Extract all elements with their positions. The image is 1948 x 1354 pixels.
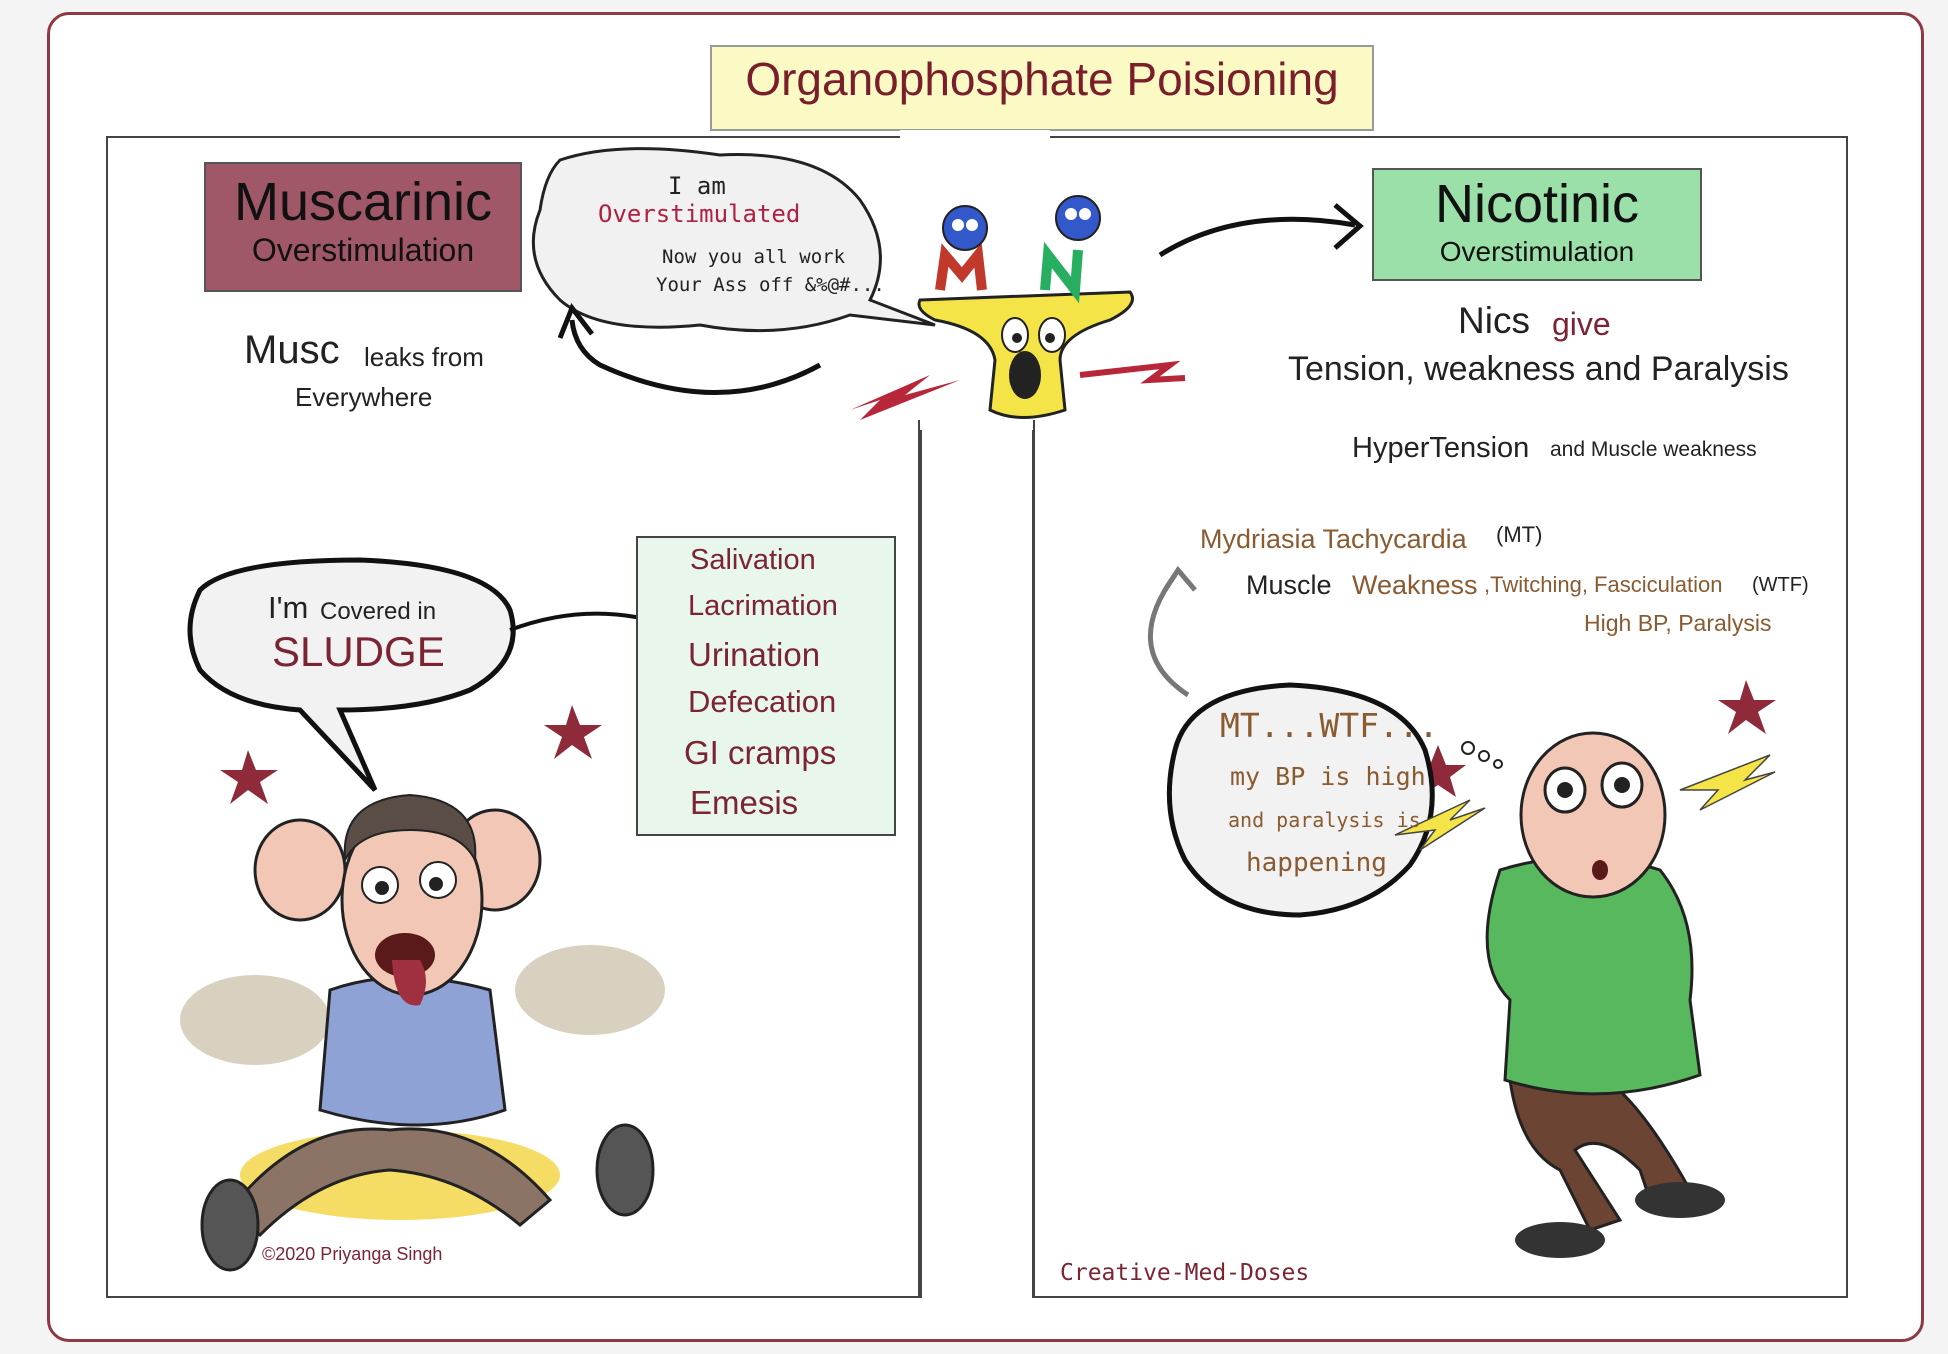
star-icon xyxy=(1718,680,1776,734)
person-tongue xyxy=(392,960,426,1006)
nicotinic-subheading: Overstimulation xyxy=(1439,236,1635,267)
vomit-cloud-right xyxy=(515,945,665,1035)
thought-line2: my BP is high xyxy=(1230,762,1426,791)
person-pupil xyxy=(375,881,389,895)
bubble-line2: Overstimulated xyxy=(598,200,801,228)
weakness-word: Weakness xyxy=(1352,570,1478,600)
sludge-item: GI cramps xyxy=(684,734,837,771)
muscarinic-subheading: Overstimulation xyxy=(251,232,475,268)
curved-arrow-left xyxy=(569,319,822,395)
thought-dot xyxy=(1461,741,1475,755)
arrow-head-left xyxy=(557,302,594,339)
sludge-list-box xyxy=(636,536,896,836)
give-text: give xyxy=(1552,306,1611,342)
sludge-item: Salivation xyxy=(690,544,816,576)
twitching-text: ,Twitching, Fasciculation xyxy=(1484,572,1723,597)
sludge-prefix-big: I'm xyxy=(268,590,309,625)
wtf-abbrev: (WTF) xyxy=(1752,574,1809,596)
tension-text: Tension, weakness and Paralysis xyxy=(1288,350,1789,388)
sludge-item: Lacrimation xyxy=(688,590,838,622)
bubble-line3: Now you all work xyxy=(662,246,846,268)
sludge-person-legs xyxy=(227,1127,553,1238)
gray-arrow xyxy=(1147,573,1190,698)
high-bp-text: High BP, Paralysis xyxy=(1584,610,1772,636)
nicotinic-box: Nicotinic Overstimulation xyxy=(1372,168,1702,281)
head-eye xyxy=(1065,208,1077,220)
letter-m-shape xyxy=(935,242,987,291)
thought-dot xyxy=(1478,750,1490,762)
mt-abbrev: (MT) xyxy=(1496,522,1543,547)
thought-dot xyxy=(1493,759,1503,769)
mascot-pupil xyxy=(1045,333,1055,343)
hypertension-text: HyperTension xyxy=(1352,432,1530,464)
gray-arrow-head xyxy=(1162,565,1197,592)
arrow-head-right xyxy=(1333,203,1364,250)
left-shoe xyxy=(200,1178,260,1272)
page-title: Organophosphate Poisioning xyxy=(745,53,1339,105)
mascot-pupil xyxy=(1012,333,1022,343)
sludge-prefix-rest: Covered in xyxy=(320,598,437,625)
sludge-item: Urination xyxy=(688,636,821,673)
musc-note-big: Musc xyxy=(244,328,340,372)
muscarinic-heading: Muscarinic xyxy=(233,172,493,232)
nic-person-legs xyxy=(1508,1073,1693,1232)
copyright-text: ©2020 Priyanga Singh xyxy=(262,1244,443,1264)
curved-arrow-right xyxy=(1158,216,1356,258)
muscarinic-box: Muscarinic Overstimulation xyxy=(204,162,522,292)
nic-shoe xyxy=(1635,1182,1725,1218)
sludge-person-hair xyxy=(343,793,477,864)
nic-pupil xyxy=(1557,782,1573,798)
head-eye xyxy=(952,219,964,231)
sludge-item: Emesis xyxy=(690,784,799,821)
thought-line3: and paralysis is xyxy=(1228,808,1421,832)
letter-n-shape xyxy=(1040,241,1083,304)
lightning-bolt xyxy=(850,375,960,420)
sludge-speech-bubble xyxy=(187,557,516,792)
lightning-bolt xyxy=(1679,754,1776,811)
mt-line: Mydriasia Tachycardia xyxy=(1200,524,1467,554)
muscle-weakness-text: and Muscle weakness xyxy=(1550,438,1757,461)
muscle-word: Muscle xyxy=(1246,570,1332,600)
sludge-word: SLUDGE xyxy=(272,628,445,675)
vomit-cloud-left xyxy=(180,975,330,1065)
nics-text: Nics xyxy=(1458,300,1530,341)
lightning-bolt xyxy=(1394,799,1486,851)
bubble-line4: Your Ass off &%@#... xyxy=(656,274,885,296)
star-icon xyxy=(220,750,278,804)
lightning-bolt xyxy=(1079,360,1186,384)
head-eye xyxy=(966,219,978,231)
muscarinic-panel xyxy=(106,136,922,1298)
sludge-item: Defecation xyxy=(688,684,837,719)
head-eye xyxy=(1079,208,1091,220)
thought-line4: happening xyxy=(1246,848,1387,878)
bubble-line1: I am xyxy=(668,172,726,200)
side-head-left xyxy=(253,818,347,922)
thought-line1: MT...WTF... xyxy=(1220,706,1439,745)
mascot-mouth xyxy=(1009,351,1041,399)
nic-mouth xyxy=(1592,860,1608,880)
nic-pupil xyxy=(1614,777,1630,793)
brand-text: Creative-Med-Doses xyxy=(1060,1260,1310,1286)
title-box xyxy=(710,45,1374,131)
nicotinic-heading: Nicotinic xyxy=(1434,174,1640,234)
receptor-speech-bubble xyxy=(531,147,936,333)
musc-note-line2: Everywhere xyxy=(295,382,433,412)
musc-note-rest: leaks from xyxy=(364,342,484,372)
m-receptor-head xyxy=(942,205,988,251)
n-receptor-head xyxy=(1055,195,1101,241)
star-icon xyxy=(544,705,602,759)
thought-bubble xyxy=(1166,682,1435,918)
right-shoe xyxy=(595,1123,655,1217)
nic-shoe xyxy=(1515,1222,1605,1258)
person-pupil xyxy=(429,877,443,891)
